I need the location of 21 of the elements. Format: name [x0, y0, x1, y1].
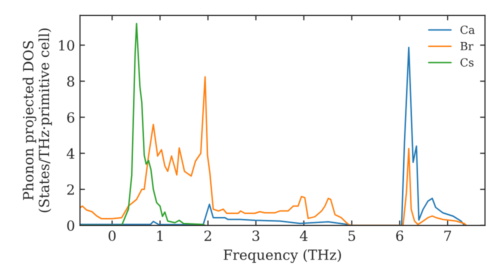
y-tick-label: 6 [67, 112, 74, 123]
y-tick-label: 2 [67, 184, 74, 195]
legend-label: Ca [460, 26, 475, 34]
x-tick-label: 7 [444, 230, 452, 241]
line-series [80, 22, 206, 226]
x-tick-label: 0 [108, 230, 116, 242]
y-tick-label: 8 [67, 76, 74, 87]
x-tick-label: 2 [204, 230, 212, 241]
x-tick-label: 1 [157, 230, 162, 241]
x-tick-label: 4 [300, 230, 308, 241]
y-tick-label: 10 [59, 40, 74, 51]
y-axis-title: Phonon projected DOS (States/THz·primitive cell) [22, 28, 52, 212]
legend-label: Cs [460, 58, 474, 67]
y-tick-label: 0 [67, 220, 74, 231]
x-tick-label: 6 [396, 230, 404, 242]
legend-label: Br [460, 42, 474, 50]
y-tick-label: 4 [66, 148, 74, 159]
x-tick-label: 5 [348, 230, 356, 242]
x-tick-label: 3 [252, 230, 260, 242]
x-axis-title: Frequency (THz) [224, 249, 341, 263]
line-series [80, 76, 468, 226]
